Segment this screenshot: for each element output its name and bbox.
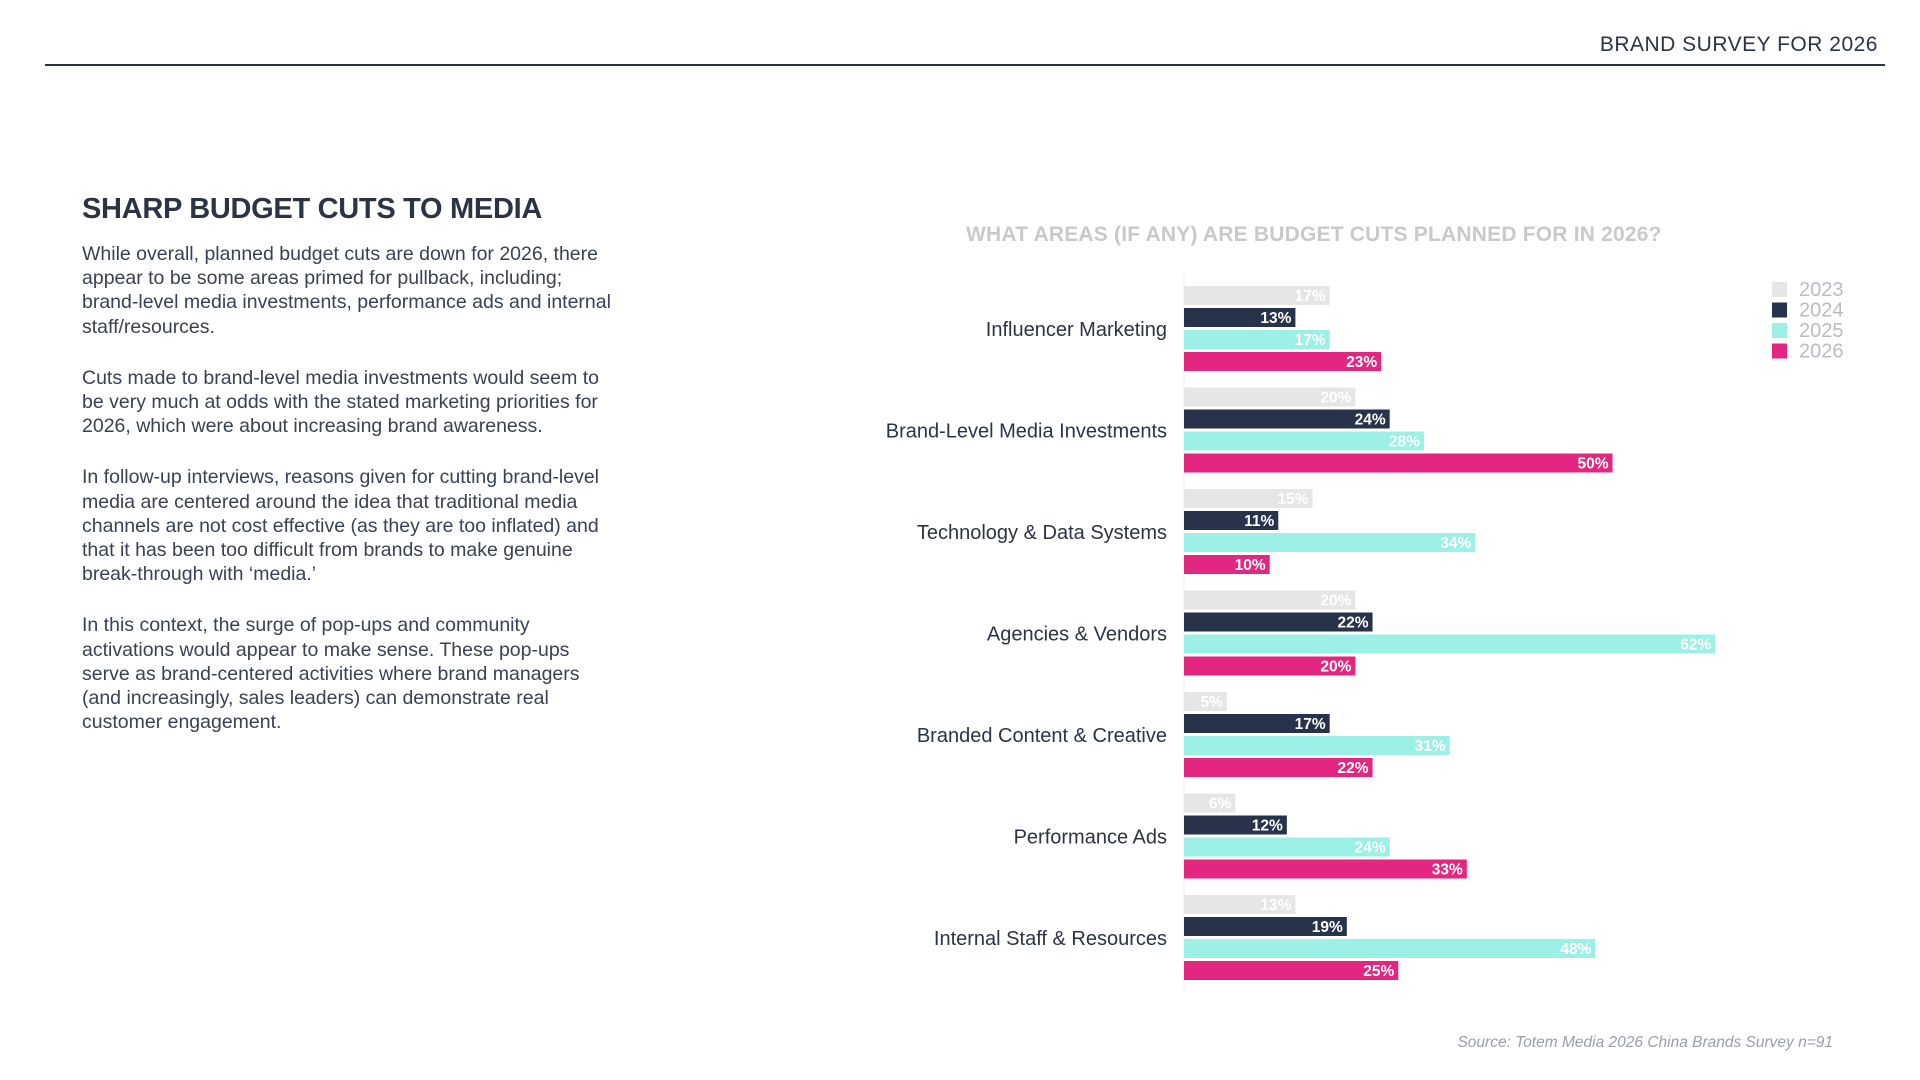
- category-label: Branded Content & Creative: [917, 725, 1167, 747]
- data-label: 24%: [1355, 412, 1386, 429]
- bar-2024: [1184, 511, 1279, 530]
- paragraph-3: In follow-up interviews, reasons given f…: [82, 466, 600, 586]
- paragraph-1: While overall, planned budget cuts are d…: [82, 243, 611, 338]
- bar-2024: [1184, 409, 1390, 429]
- data-label: 50%: [1577, 456, 1608, 473]
- paragraph-2: Cuts made to brand-level media investmen…: [82, 366, 599, 438]
- data-label: 22%: [1338, 760, 1369, 777]
- category-label: Agencies & Vendors: [987, 624, 1167, 646]
- bar-2025: [1184, 330, 1330, 349]
- left-column: SHARP BUDGET CUTS TO MEDIA While overall…: [82, 193, 612, 761]
- data-label: 62%: [1680, 637, 1711, 654]
- data-label: 17%: [1295, 288, 1326, 305]
- bar-2023: [1184, 895, 1296, 914]
- data-label: 20%: [1320, 390, 1351, 407]
- bar-2026: [1184, 859, 1467, 879]
- data-label: 13%: [1260, 897, 1291, 914]
- data-label: 28%: [1389, 434, 1420, 451]
- data-label: 17%: [1295, 332, 1326, 349]
- data-label: 5%: [1200, 694, 1223, 711]
- category-label: Performance Ads: [1014, 827, 1167, 849]
- legend-label-2026: 2026: [1799, 341, 1844, 363]
- legend-label-2024: 2024: [1799, 300, 1844, 322]
- source-note: Source: Totem Media 2026 China Brands Su…: [1457, 1034, 1833, 1051]
- bar-2026: [1184, 656, 1356, 676]
- data-label: 12%: [1252, 818, 1283, 835]
- legend-label-2025: 2025: [1799, 320, 1844, 342]
- legend-label-2023: 2023: [1799, 279, 1844, 301]
- paragraph-4: In this context, the surge of pop-ups an…: [82, 614, 580, 734]
- legend-swatch-2025: [1772, 323, 1787, 338]
- data-label: 20%: [1320, 659, 1351, 676]
- bar-2026: [1184, 758, 1373, 777]
- bar-2024: [1184, 612, 1373, 632]
- legend-swatch-2026: [1772, 343, 1787, 359]
- bar-2024: [1184, 917, 1347, 936]
- category-label: Brand-Level Media Investments: [886, 421, 1167, 443]
- bar-2023: [1184, 286, 1330, 305]
- data-label: 22%: [1338, 615, 1369, 632]
- header-title: BRAND SURVEY FOR 2026: [1599, 33, 1878, 56]
- bar-2023: [1184, 489, 1313, 508]
- data-label: 23%: [1346, 354, 1377, 371]
- bar-2023: [1184, 590, 1356, 610]
- data-label: 15%: [1278, 491, 1309, 508]
- bar-2023: [1184, 692, 1227, 711]
- data-label: 6%: [1209, 796, 1232, 813]
- bar-2024: [1184, 308, 1296, 327]
- bar-2024: [1184, 815, 1287, 835]
- bar-2025: [1184, 837, 1390, 857]
- header-rule: [45, 64, 1885, 66]
- bar-2025: [1184, 533, 1476, 552]
- data-label: 20%: [1320, 593, 1351, 610]
- bar-2023: [1184, 387, 1356, 407]
- data-label: 13%: [1260, 310, 1291, 327]
- chart-title: WHAT AREAS (IF ANY) ARE BUDGET CUTS PLAN…: [966, 223, 1662, 246]
- legend-swatch-2024: [1772, 302, 1787, 318]
- data-label: 34%: [1440, 535, 1471, 552]
- bar-2026: [1184, 352, 1382, 371]
- data-label: 11%: [1244, 513, 1274, 530]
- data-label: 31%: [1415, 738, 1446, 755]
- data-label: 33%: [1432, 862, 1463, 879]
- data-label: 19%: [1312, 919, 1343, 936]
- bar-2025: [1184, 634, 1716, 654]
- bar-2026: [1184, 555, 1270, 574]
- bar-2025: [1184, 431, 1424, 451]
- data-label: 48%: [1560, 941, 1591, 958]
- category-label: Influencer Marketing: [986, 319, 1167, 341]
- bar-2023: [1184, 793, 1236, 813]
- data-label: 10%: [1235, 557, 1266, 574]
- data-label: 25%: [1363, 963, 1394, 980]
- category-label: Internal Staff & Resources: [934, 928, 1167, 950]
- bar-2024: [1184, 714, 1330, 733]
- category-label: Technology & Data Systems: [917, 522, 1167, 544]
- bar-2026: [1184, 453, 1613, 473]
- bar-2026: [1184, 961, 1399, 980]
- bar-2025: [1184, 939, 1596, 958]
- data-label: 17%: [1295, 716, 1326, 733]
- section-title: SHARP BUDGET CUTS TO MEDIA: [82, 193, 542, 225]
- data-label: 24%: [1355, 840, 1386, 857]
- bar-2025: [1184, 736, 1450, 755]
- legend-swatch-2023: [1772, 282, 1787, 297]
